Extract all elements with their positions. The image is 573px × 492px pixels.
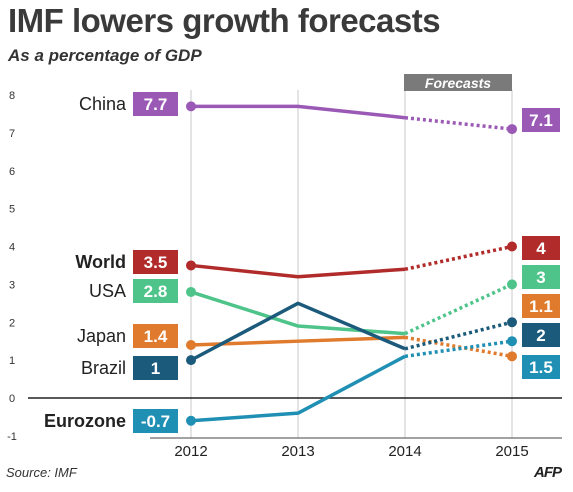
series-name-label: China — [79, 94, 127, 114]
start-value-box — [133, 324, 178, 348]
series-forecast-line-china — [404, 115, 513, 131]
forecast-banner-label: Forecasts — [425, 75, 491, 91]
end-value-box — [522, 236, 560, 260]
data-point-start — [186, 339, 196, 350]
data-point-start — [186, 415, 196, 426]
data-point-start — [186, 355, 196, 366]
series-forecast-line-usa — [404, 282, 513, 336]
data-point-end — [507, 336, 517, 347]
data-point-start — [186, 101, 196, 112]
end-value-label: 3 — [536, 268, 545, 287]
end-value-label: 4 — [536, 239, 546, 258]
series-name-label: Brazil — [81, 358, 126, 378]
series-forecast-line-brazil — [404, 320, 513, 351]
series-line-china — [191, 104, 406, 120]
x-tick-label: 2012 — [174, 443, 207, 460]
series-line-brazil — [190, 301, 406, 362]
y-tick-label: 4 — [9, 242, 15, 254]
start-value-box — [133, 409, 178, 433]
series-forecast-line-world — [404, 244, 513, 271]
series-line-japan — [190, 335, 406, 347]
data-point-end — [507, 317, 517, 328]
series-name-label: Eurozone — [44, 411, 126, 431]
start-value-label: 1 — [151, 359, 160, 378]
start-value-label: 7.7 — [144, 95, 168, 114]
y-tick-label: 6 — [9, 166, 15, 178]
y-tick-label: 1 — [9, 355, 15, 367]
end-value-box — [522, 355, 560, 379]
start-value-label: -0.7 — [141, 412, 170, 431]
series-line-eurozone — [190, 354, 406, 423]
y-tick-label: 8 — [9, 90, 15, 102]
data-point-end — [507, 351, 517, 362]
afp-logo: AFP — [534, 464, 562, 481]
start-value-box — [133, 356, 178, 380]
series-line-world — [190, 263, 406, 279]
forecast-banner — [404, 74, 512, 91]
y-tick-label: 3 — [9, 279, 15, 291]
end-value-box — [522, 108, 560, 132]
data-point-end — [507, 124, 517, 135]
end-value-box — [522, 323, 560, 347]
y-tick-label: 5 — [9, 204, 15, 216]
source-note: Source: IMF — [6, 465, 77, 480]
end-value-box — [522, 265, 560, 289]
x-tick-label: 2015 — [495, 443, 528, 460]
end-value-label: 1.1 — [529, 297, 553, 316]
data-point-end — [507, 241, 517, 252]
chart-subtitle: As a percentage of GDP — [8, 46, 202, 65]
start-value-label: 2.8 — [144, 282, 168, 301]
start-value-box — [133, 279, 178, 303]
end-value-label: 2 — [536, 326, 545, 345]
x-tick-label: 2014 — [388, 443, 421, 460]
end-value-label: 7.1 — [529, 111, 553, 130]
series-forecast-line-japan — [404, 335, 513, 359]
start-value-label: 1.4 — [144, 327, 168, 346]
end-value-label: 1.5 — [529, 358, 553, 377]
y-tick-label: 7 — [9, 128, 15, 140]
data-point-end — [507, 279, 517, 290]
y-tick-label: -1 — [7, 431, 17, 443]
series-line-usa — [190, 290, 406, 336]
series-name-label: USA — [89, 281, 126, 301]
series-name-label: Japan — [77, 326, 126, 346]
y-tick-label: 2 — [9, 317, 15, 329]
start-value-box — [133, 250, 178, 274]
end-value-box — [522, 294, 560, 318]
data-point-start — [186, 286, 196, 297]
start-value-label: 3.5 — [144, 253, 168, 272]
chart-title: IMF lowers growth forecasts — [8, 2, 441, 39]
series-name-label: World — [75, 252, 126, 272]
data-point-start — [186, 260, 196, 271]
start-value-box — [133, 92, 178, 116]
x-tick-label: 2013 — [281, 443, 314, 460]
series-forecast-line-eurozone — [404, 339, 513, 359]
y-tick-label: 0 — [9, 393, 15, 405]
